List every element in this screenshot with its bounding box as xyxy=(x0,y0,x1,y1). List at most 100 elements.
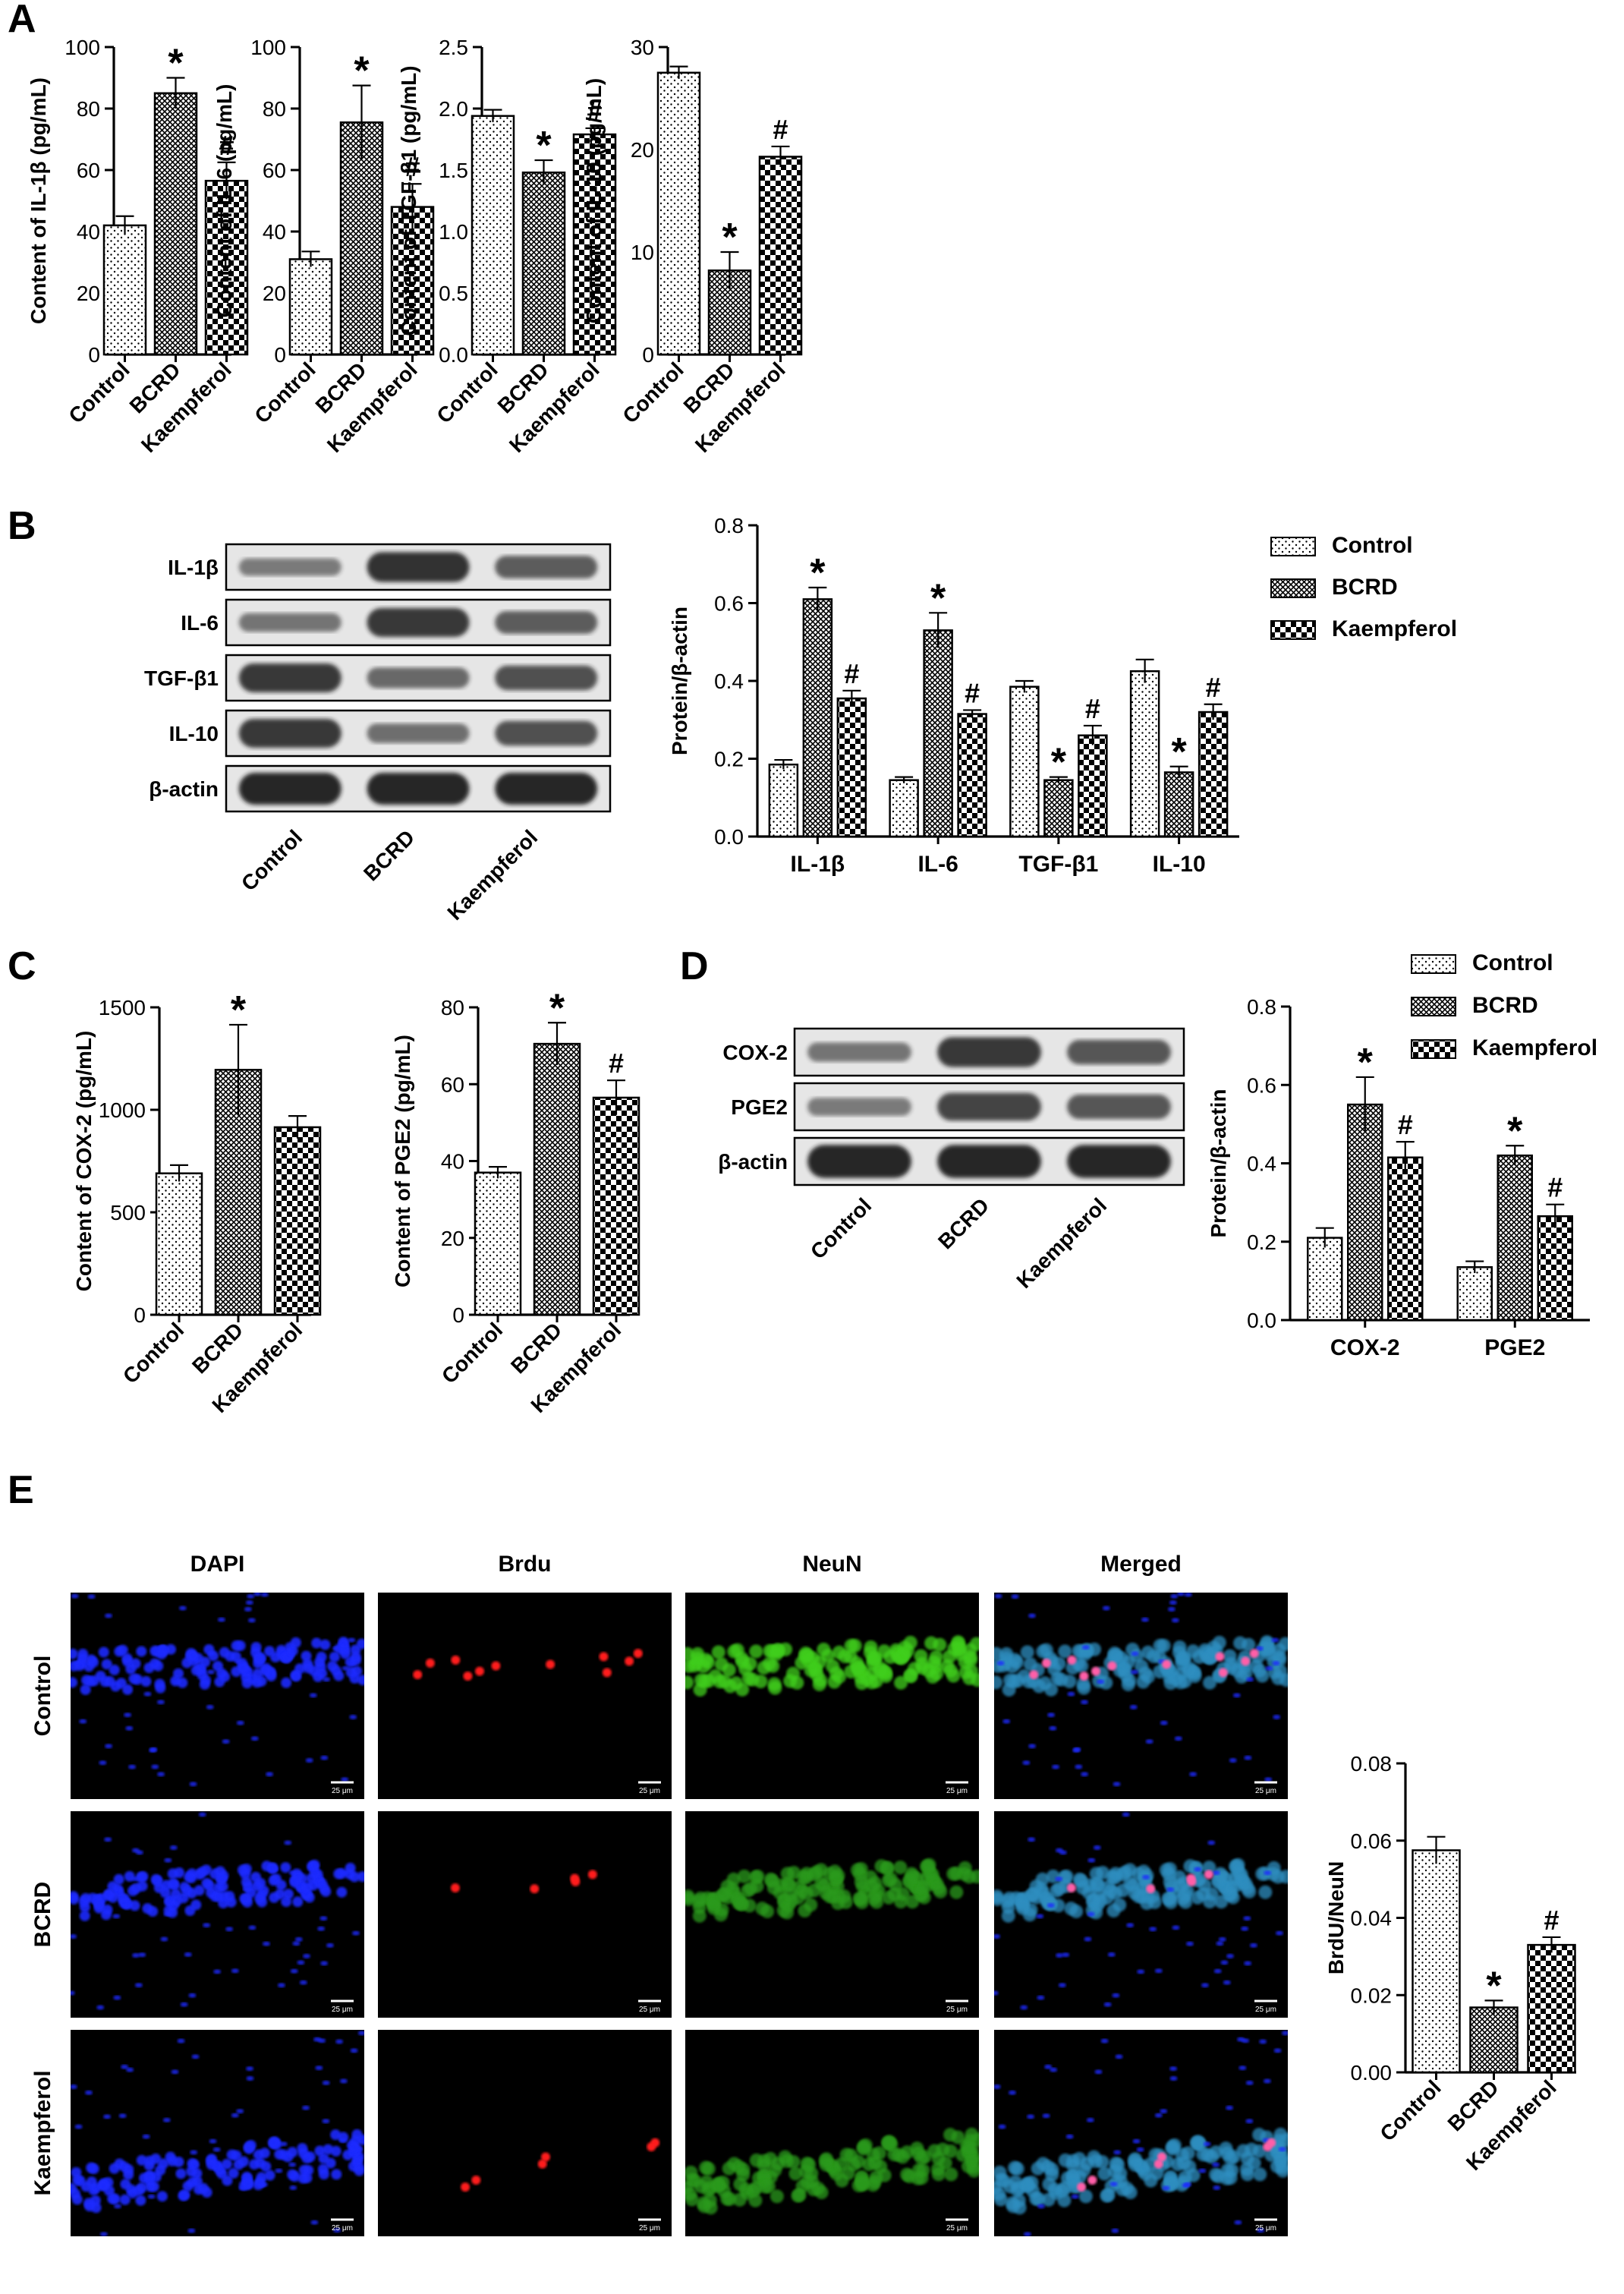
dapi-nucleus xyxy=(290,1968,298,1974)
neun-cell xyxy=(951,2130,965,2144)
dapi-nucleus xyxy=(274,2149,285,2160)
neun-cell xyxy=(1255,1867,1270,1881)
dapi-nucleus xyxy=(1244,1961,1252,1966)
x-tick-label: Control xyxy=(437,1318,507,1388)
y-axis-label: Content of IL-6 (pg/mL) xyxy=(212,84,236,318)
dapi-nucleus xyxy=(178,1605,187,1611)
bar xyxy=(1163,771,1194,838)
neun-cell xyxy=(1113,2174,1128,2188)
dapi-nucleus xyxy=(187,1650,199,1661)
dapi-nucleus xyxy=(118,2113,127,2119)
dapi-nucleus xyxy=(199,1678,210,1690)
micro-tile-bg xyxy=(685,1593,979,1799)
significance-hash: # xyxy=(587,96,602,127)
dapi-nucleus xyxy=(104,1613,112,1618)
bar xyxy=(923,629,953,838)
legend-label: Control xyxy=(1332,533,1413,558)
dapi-nucleus xyxy=(149,1747,157,1753)
dapi-nucleus xyxy=(1169,2066,1178,2072)
dapi-nucleus xyxy=(259,2147,270,2159)
micro-tile-bg xyxy=(378,2030,672,2236)
blot-band xyxy=(937,1037,1041,1067)
dapi-nucleus xyxy=(100,1909,112,1921)
brdu-cell xyxy=(1186,1873,1196,1883)
y-axis-label: Content of COX-2 (pg/mL) xyxy=(72,1031,96,1292)
dapi-nucleus xyxy=(1142,1874,1150,1880)
neun-cell xyxy=(1121,1677,1135,1691)
western-blot: IL-1β IL-6 TGF-β1 IL-10 β-actin Control BCRD Ka… xyxy=(144,543,612,925)
neun-cell xyxy=(799,1886,814,1901)
dapi-nucleus xyxy=(1058,1983,1066,1988)
dapi-nucleus xyxy=(155,1682,166,1694)
neun-cell xyxy=(697,2199,712,2214)
neun-cell xyxy=(894,1675,908,1690)
dapi-nucleus xyxy=(244,1606,252,1612)
bar xyxy=(1129,670,1160,838)
significance-hash: # xyxy=(1547,1172,1563,1203)
bar xyxy=(1456,1266,1493,1322)
blot-band xyxy=(1067,1039,1171,1065)
dapi-nucleus xyxy=(317,1926,326,1931)
neun-cell xyxy=(804,2174,819,2188)
y-tick-label: 0.8 xyxy=(714,514,744,537)
y-axis-label: BrdU/NeuN xyxy=(1324,1861,1348,1974)
scale-bar-label: 25 μm xyxy=(332,2006,353,2014)
dapi-nucleus xyxy=(186,1872,197,1883)
x-tick-label: Control xyxy=(1375,2075,1445,2145)
dapi-nucleus xyxy=(1198,2168,1207,2173)
dapi-nucleus xyxy=(198,1812,206,1817)
dapi-nucleus xyxy=(1028,1744,1037,1749)
dapi-nucleus xyxy=(994,1990,999,1996)
neun-cell xyxy=(766,1880,781,1895)
brdu-cell xyxy=(1079,1672,1089,1681)
neun-cell xyxy=(732,1895,746,1910)
dapi-nucleus xyxy=(1028,1837,1036,1842)
micro-tile-merged: 25 μm xyxy=(994,1811,1288,2018)
brdu-cell xyxy=(1107,1661,1117,1671)
dapi-nucleus xyxy=(1008,2090,1016,2095)
dapi-nucleus xyxy=(282,1889,294,1900)
scale-bar-label: 25 μm xyxy=(946,2006,968,2014)
brdu-cell xyxy=(463,1672,473,1681)
neun-cell xyxy=(1273,2127,1288,2141)
dapi-nucleus xyxy=(287,1645,298,1656)
neun-cell xyxy=(933,1884,948,1899)
dapi-nucleus xyxy=(142,2134,150,2139)
dapi-nucleus xyxy=(333,2228,341,2233)
dapi-nucleus xyxy=(171,2069,179,2075)
neun-cell xyxy=(832,1645,846,1659)
dapi-nucleus xyxy=(351,1930,360,1936)
dapi-nucleus xyxy=(1037,1995,1045,2000)
neun-cell xyxy=(905,1870,920,1884)
neun-cell xyxy=(911,2171,925,2185)
neun-cell xyxy=(1186,1644,1201,1659)
dapi-nucleus xyxy=(219,1646,230,1658)
neun-cell xyxy=(1173,1879,1188,1893)
neun-cell xyxy=(1279,1673,1288,1687)
significance-star: * xyxy=(1358,1041,1374,1085)
x-tick-label: Control xyxy=(64,358,134,427)
dapi-nucleus xyxy=(188,1993,197,1998)
neun-cell xyxy=(813,1655,827,1669)
blot-band xyxy=(238,613,341,632)
dapi-nucleus xyxy=(1278,2147,1286,2152)
neun-cell xyxy=(1203,1675,1217,1690)
dapi-nucleus xyxy=(1238,2066,1247,2071)
dapi-nucleus xyxy=(1056,1952,1064,1958)
neun-cell xyxy=(788,2166,803,2181)
y-tick-label: 0.04 xyxy=(1351,1907,1393,1930)
bar xyxy=(1527,1943,1576,2074)
dapi-nucleus xyxy=(123,1902,131,1908)
dapi-nucleus xyxy=(156,1649,167,1660)
neun-cell xyxy=(1113,1898,1127,1912)
dapi-nucleus xyxy=(113,2204,121,2209)
brdu-cell xyxy=(413,1670,423,1680)
neun-cell xyxy=(711,2179,725,2193)
dapi-nucleus xyxy=(311,1637,323,1649)
legend: Control BCRD Kaempferol xyxy=(1411,950,1597,1060)
dapi-nucleus xyxy=(189,1782,197,1787)
western-blot: COX-2 PGE2 β-actin Control BCRD Kaempferol xyxy=(718,1027,1185,1293)
dapi-nucleus xyxy=(1107,1952,1116,1957)
dapi-nucleus xyxy=(80,1684,91,1695)
bar xyxy=(471,115,515,356)
